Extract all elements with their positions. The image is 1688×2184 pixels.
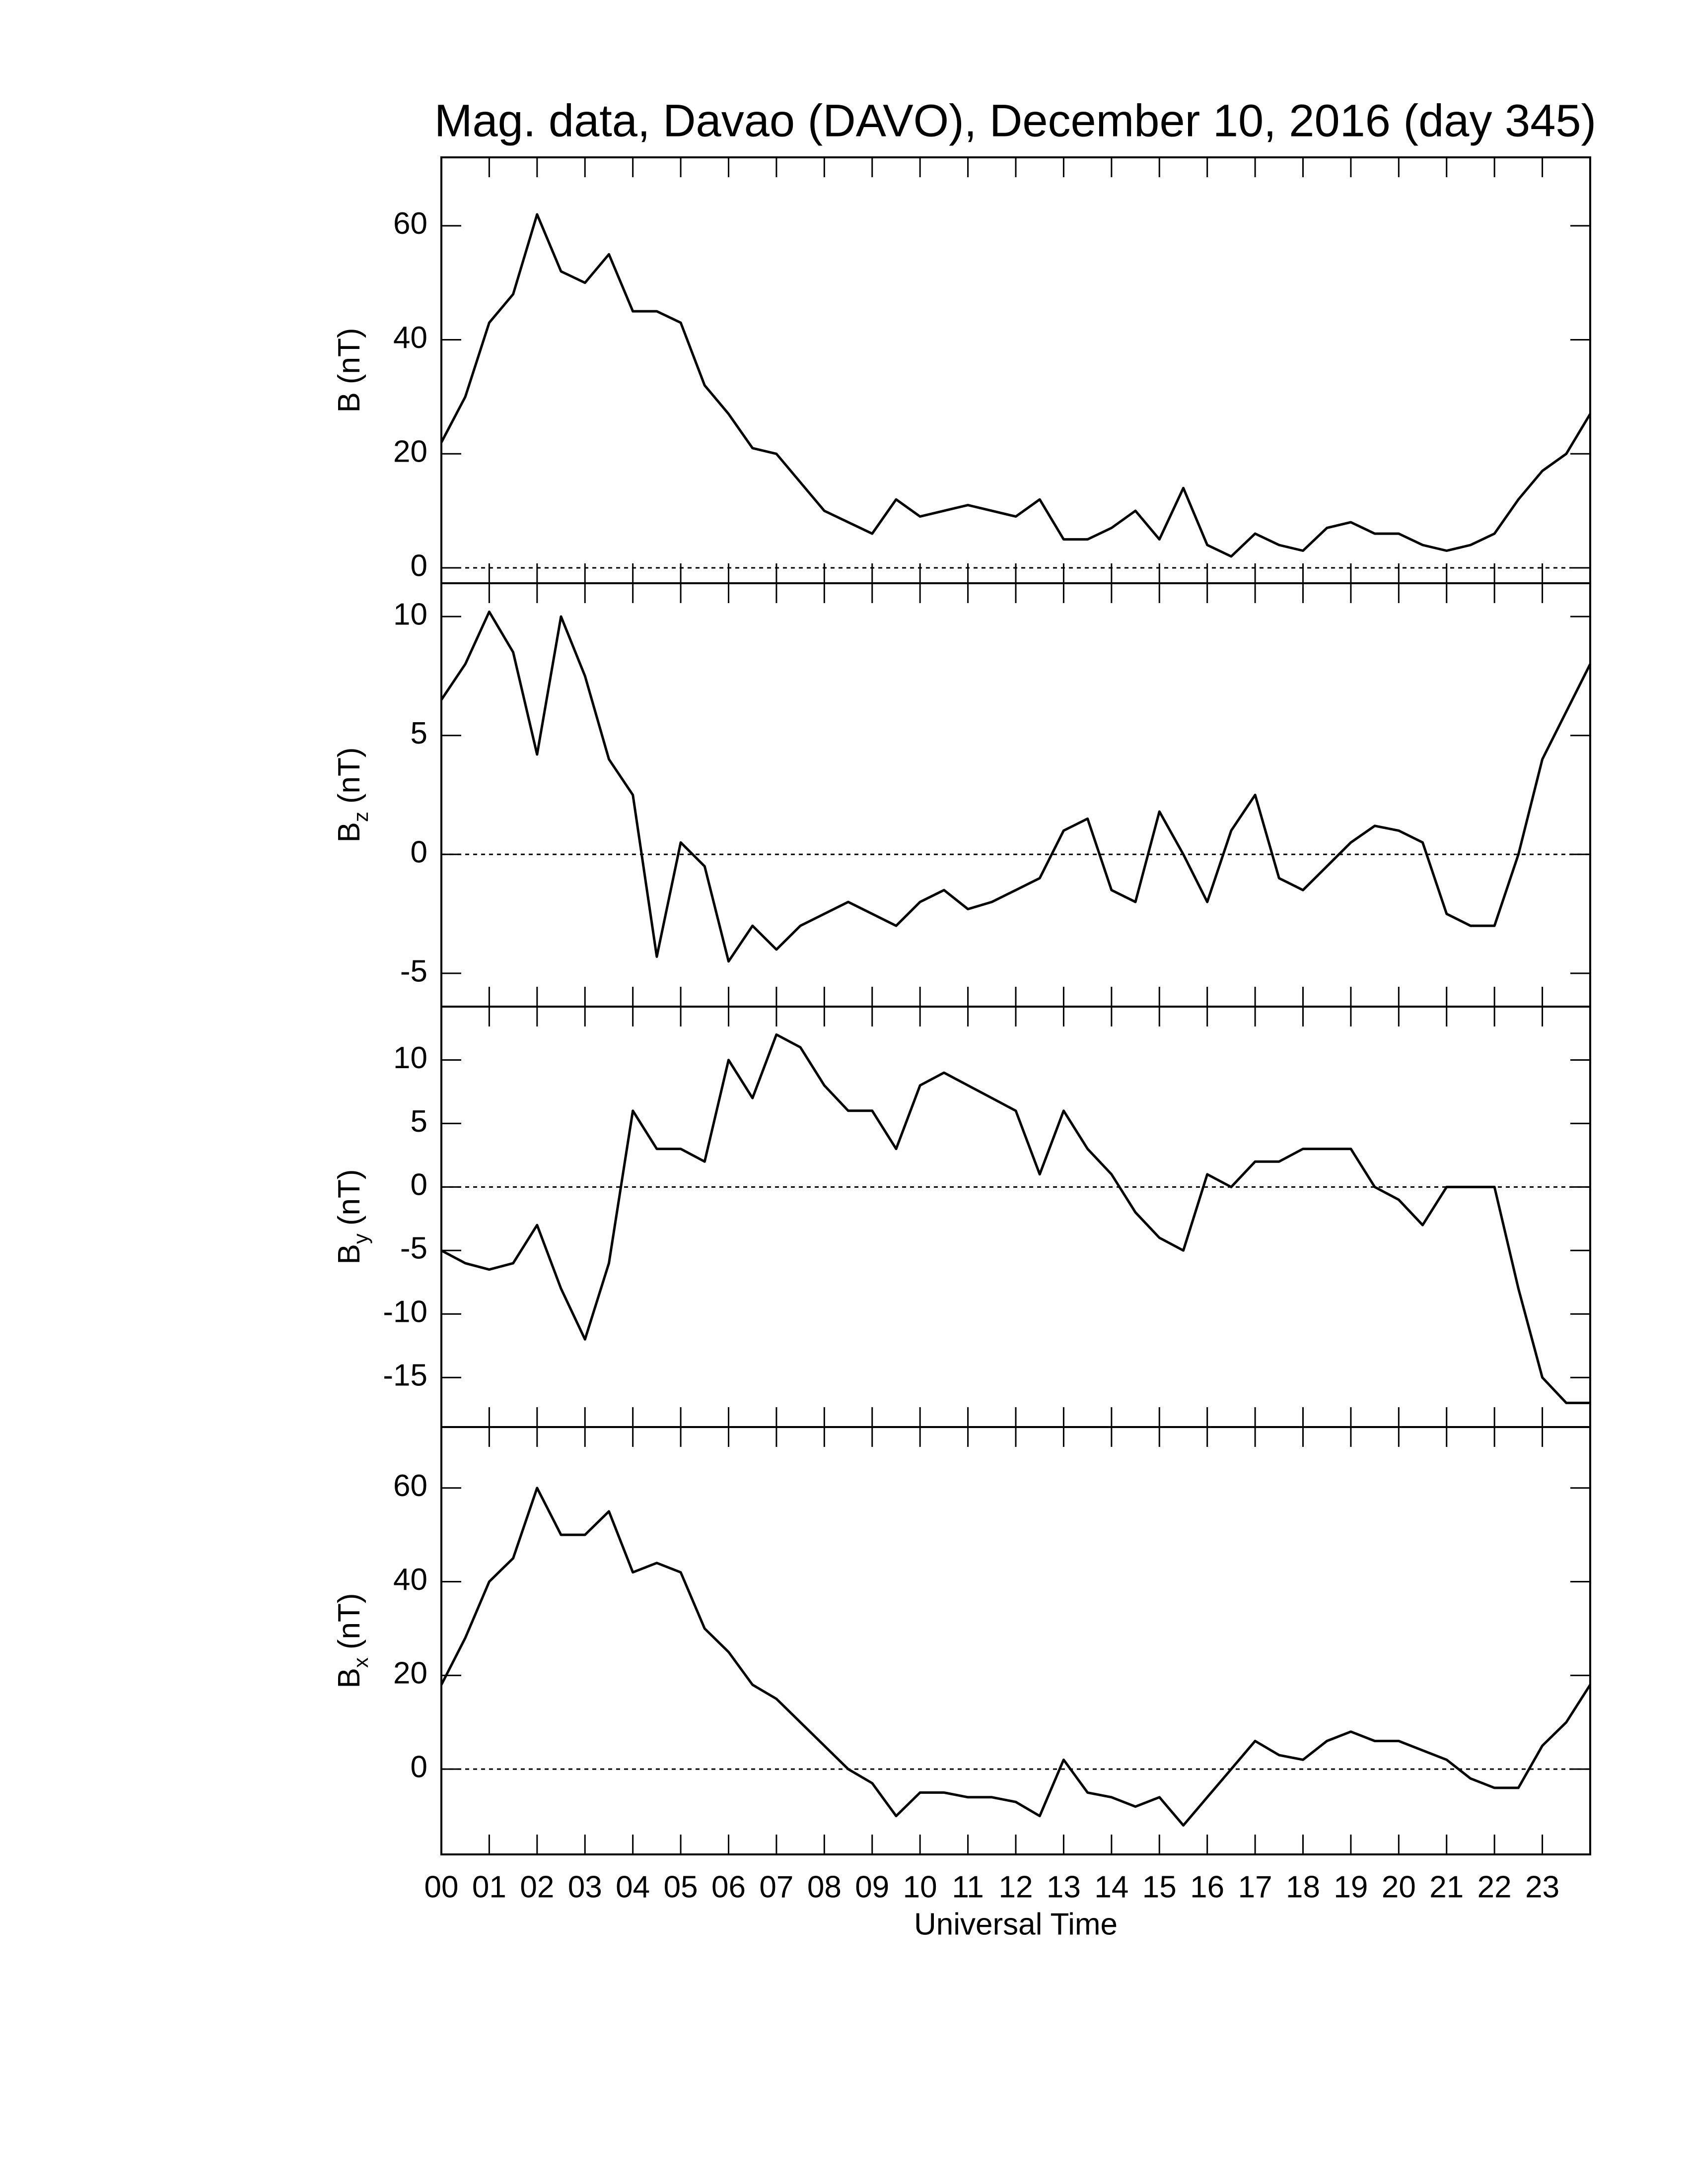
y-tick-label: 60 bbox=[393, 1469, 427, 1503]
x-tick-label: 09 bbox=[855, 1870, 889, 1904]
y-tick-label: 20 bbox=[393, 435, 427, 469]
y-tick-label: -10 bbox=[383, 1295, 427, 1329]
y-axis-label-unit: (nT) bbox=[332, 1593, 366, 1649]
y-axis-label-unit: (nT) bbox=[332, 328, 366, 384]
data-line bbox=[440, 1033, 1590, 1404]
y-axis-label-unit: (nT) bbox=[332, 1169, 366, 1226]
plot-frame bbox=[440, 1426, 1591, 1855]
x-tick-label: 21 bbox=[1429, 1870, 1464, 1904]
y-axis-label: Bx (nT) bbox=[332, 1593, 372, 1688]
x-tick-label: 05 bbox=[664, 1870, 698, 1904]
y-axis-label-main: B bbox=[332, 822, 366, 842]
y-axis-label: Bz (nT) bbox=[332, 747, 372, 842]
y-tick-label: 10 bbox=[393, 1041, 427, 1075]
y-axis-label-sub: x bbox=[349, 1657, 372, 1668]
y-axis-label-unit: (nT) bbox=[332, 747, 366, 804]
x-tick-label: 20 bbox=[1382, 1870, 1416, 1904]
y-tick-label: 10 bbox=[393, 597, 427, 631]
x-tick-label: 14 bbox=[1094, 1870, 1128, 1904]
panel: -5 0 5 10 Bz (nT) bbox=[332, 582, 1592, 1008]
chart-title: Mag. data, Davao (DAVO), December 10, 20… bbox=[434, 95, 1596, 146]
data-line bbox=[440, 611, 1592, 963]
x-tick-label: 07 bbox=[759, 1870, 793, 1904]
x-tick-label: 01 bbox=[472, 1870, 506, 1904]
x-tick-label: 19 bbox=[1334, 1870, 1368, 1904]
x-tick-label: 15 bbox=[1142, 1870, 1177, 1904]
x-tick-label: 06 bbox=[711, 1870, 746, 1904]
y-axis-label-sub: z bbox=[349, 812, 372, 822]
x-tick-label: 22 bbox=[1477, 1870, 1512, 1904]
x-tick-label: 23 bbox=[1525, 1870, 1559, 1904]
x-tick-label: 13 bbox=[1047, 1870, 1081, 1904]
y-axis-label: B (nT) bbox=[332, 328, 366, 412]
x-tick-label: 12 bbox=[999, 1870, 1033, 1904]
x-tick-label: 02 bbox=[520, 1870, 554, 1904]
data-line bbox=[440, 1487, 1592, 1827]
y-tick-label: -15 bbox=[383, 1359, 427, 1393]
y-tick-label: 0 bbox=[411, 1750, 427, 1784]
y-tick-label: -5 bbox=[400, 954, 427, 988]
x-tick-label: 10 bbox=[903, 1870, 937, 1904]
y-tick-label: 20 bbox=[393, 1656, 427, 1691]
x-axis-label: Universal Time bbox=[914, 1907, 1118, 1941]
x-tick-label: 08 bbox=[807, 1870, 842, 1904]
y-tick-label: 5 bbox=[411, 716, 427, 751]
y-tick-label: 40 bbox=[393, 1563, 427, 1597]
y-tick-label: 5 bbox=[411, 1104, 427, 1139]
x-tick-label: 00 bbox=[424, 1870, 459, 1904]
y-axis-label-main: B bbox=[332, 1244, 366, 1264]
x-tick-label: 18 bbox=[1286, 1870, 1320, 1904]
y-tick-label: 0 bbox=[411, 548, 427, 583]
y-tick-label: 40 bbox=[393, 321, 427, 355]
x-tick-label: 17 bbox=[1238, 1870, 1272, 1904]
x-tick-label: 11 bbox=[952, 1870, 984, 1904]
y-axis-label-sub: y bbox=[349, 1233, 372, 1244]
y-tick-label: 60 bbox=[393, 206, 427, 241]
panel: -15 -10 -5 0 5 10 By (nT) bbox=[332, 1006, 1591, 1428]
x-tick-label: 04 bbox=[616, 1870, 650, 1904]
data-line bbox=[440, 213, 1592, 558]
y-axis-label-main: B bbox=[332, 392, 366, 412]
y-tick-label: -5 bbox=[400, 1231, 427, 1266]
x-tick-label: 16 bbox=[1190, 1870, 1224, 1904]
y-tick-label: 0 bbox=[411, 1168, 427, 1202]
panel: 0 20 40 60 00 01 02 03 04 05 06 07 08 09 10 11 12 13 14 15 1… bbox=[332, 1426, 1592, 1941]
x-tick-label: 03 bbox=[568, 1870, 602, 1904]
y-axis-label: By (nT) bbox=[332, 1169, 372, 1264]
y-tick-label: 0 bbox=[411, 835, 427, 870]
y-axis-label-main: B bbox=[332, 1668, 366, 1688]
